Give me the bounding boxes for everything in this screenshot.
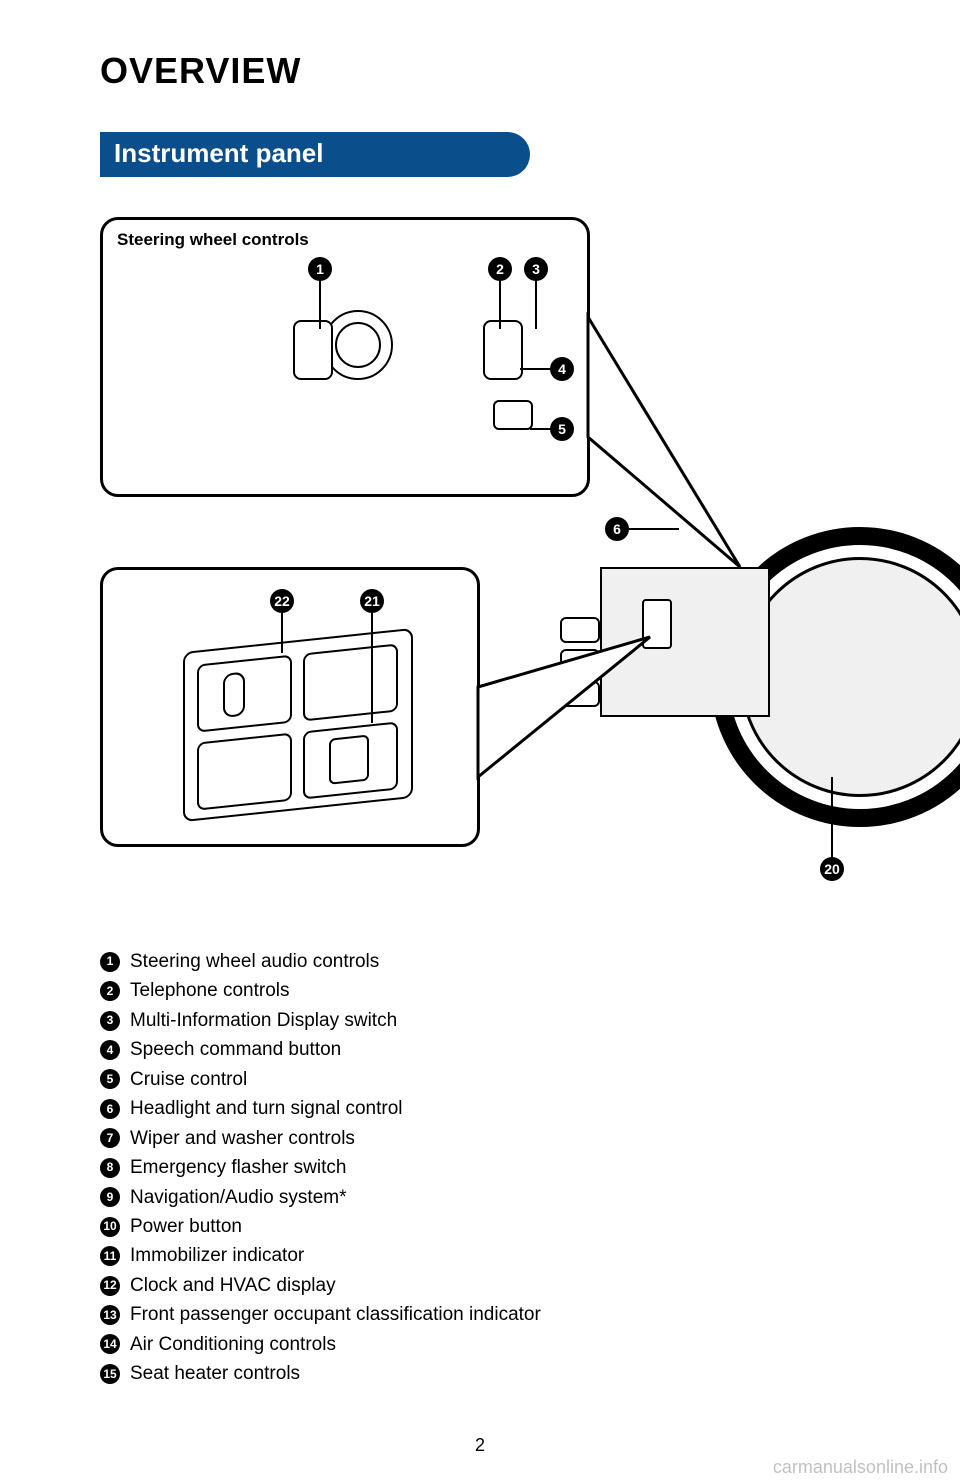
dial-switch-stub — [223, 672, 245, 718]
legend-item: 15 Seat heater controls — [100, 1359, 870, 1388]
dash-control-stub — [642, 599, 672, 649]
legend-label: Multi-Information Display switch — [130, 1006, 397, 1035]
leader-line — [530, 428, 552, 430]
legend-label: Cruise control — [130, 1065, 247, 1094]
dash-button — [560, 617, 600, 643]
bullet-icon: 11 — [100, 1246, 120, 1266]
right-switch-pod — [483, 320, 523, 380]
dash-button-stack — [560, 617, 600, 713]
dashboard-illustration — [470, 487, 960, 867]
legend-label: Immobilizer indicator — [130, 1241, 304, 1270]
legend-item: 9 Navigation/Audio system* — [100, 1183, 870, 1212]
dash-button — [560, 649, 600, 675]
legend-label: Headlight and turn signal control — [130, 1094, 403, 1123]
legend-item: 14 Air Conditioning controls — [100, 1330, 870, 1359]
bullet-icon: 4 — [100, 1040, 120, 1060]
callout-20: 20 — [820, 857, 844, 881]
bullet-icon: 5 — [100, 1069, 120, 1089]
mirror-switch-stub — [329, 735, 369, 785]
bullet-icon: 10 — [100, 1217, 120, 1237]
bullet-icon: 1 — [100, 952, 120, 972]
dash-button — [560, 681, 600, 707]
switch-grid — [183, 628, 413, 822]
callout-22: 22 — [270, 589, 294, 613]
switch-cell — [303, 643, 398, 721]
legend-label: Air Conditioning controls — [130, 1330, 336, 1359]
wheel-hub-inner-stub — [335, 322, 381, 368]
legend-item: 6 Headlight and turn signal control — [100, 1094, 870, 1123]
legend-label: Seat heater controls — [130, 1359, 300, 1388]
leader-line — [319, 281, 321, 329]
legend-item: 13 Front passenger occupant classificatio… — [100, 1300, 870, 1329]
bullet-icon: 6 — [100, 1099, 120, 1119]
legend-item: 2 Telephone controls — [100, 976, 870, 1005]
leader-line — [520, 368, 552, 370]
leader-line — [371, 613, 373, 723]
bullet-icon: 12 — [100, 1276, 120, 1296]
legend-label: Front passenger occupant classification … — [130, 1300, 541, 1329]
cruise-switch-stub — [493, 400, 533, 430]
legend-item: 8 Emergency flasher switch — [100, 1153, 870, 1182]
leader-line — [281, 613, 283, 653]
callout-21: 21 — [360, 589, 384, 613]
legend-label: Emergency flasher switch — [130, 1153, 346, 1182]
panel-title: Steering wheel controls — [117, 230, 573, 250]
legend-item: 10 Power button — [100, 1212, 870, 1241]
legend-item: 1 Steering wheel audio controls — [100, 947, 870, 976]
bullet-icon: 9 — [100, 1187, 120, 1207]
callout-3: 3 — [524, 257, 548, 281]
legend-item: 4 Speech command button — [100, 1035, 870, 1064]
bullet-icon: 14 — [100, 1334, 120, 1354]
bullet-icon: 3 — [100, 1011, 120, 1031]
bullet-icon: 7 — [100, 1128, 120, 1148]
leader-line — [831, 777, 833, 859]
dash-inset-box — [600, 567, 770, 717]
legend-label: Navigation/Audio system* — [130, 1183, 347, 1212]
section-heading: Instrument panel — [100, 132, 530, 177]
callout-2: 2 — [488, 257, 512, 281]
legend-label: Speech command button — [130, 1035, 341, 1064]
steering-wheel-controls-panel: Steering wheel controls — [100, 217, 590, 497]
left-switch-pod — [293, 320, 333, 380]
instrument-panel-diagram: Steering wheel controls 1 2 3 — [100, 217, 870, 897]
legend-item: 7 Wiper and washer controls — [100, 1124, 870, 1153]
legend-item: 5 Cruise control — [100, 1065, 870, 1094]
switch-cell — [197, 733, 292, 811]
leader-line — [535, 281, 537, 329]
page-number: 2 — [0, 1435, 960, 1456]
callout-6: 6 — [605, 517, 629, 541]
callout-4: 4 — [550, 357, 574, 381]
bullet-icon: 8 — [100, 1158, 120, 1178]
legend-label: Power button — [130, 1212, 242, 1241]
bullet-icon: 15 — [100, 1364, 120, 1384]
legend-label: Steering wheel audio controls — [130, 947, 379, 976]
legend-item: 3 Multi-Information Display switch — [100, 1006, 870, 1035]
watermark: carmanualsonline.info — [773, 1457, 948, 1478]
bullet-icon: 2 — [100, 981, 120, 1001]
bullet-icon: 13 — [100, 1305, 120, 1325]
leader-line — [499, 281, 501, 329]
legend-item: 11 Immobilizer indicator — [100, 1241, 870, 1270]
legend-item: 12 Clock and HVAC display — [100, 1271, 870, 1300]
legend-list: 1 Steering wheel audio controls 2 Telephon… — [100, 947, 870, 1389]
legend-label: Telephone controls — [130, 976, 290, 1005]
leader-line — [629, 528, 679, 530]
page-title: OVERVIEW — [100, 50, 870, 92]
legend-label: Wiper and washer controls — [130, 1124, 355, 1153]
callout-5: 5 — [550, 417, 574, 441]
callout-1: 1 — [308, 257, 332, 281]
legend-label: Clock and HVAC display — [130, 1271, 336, 1300]
